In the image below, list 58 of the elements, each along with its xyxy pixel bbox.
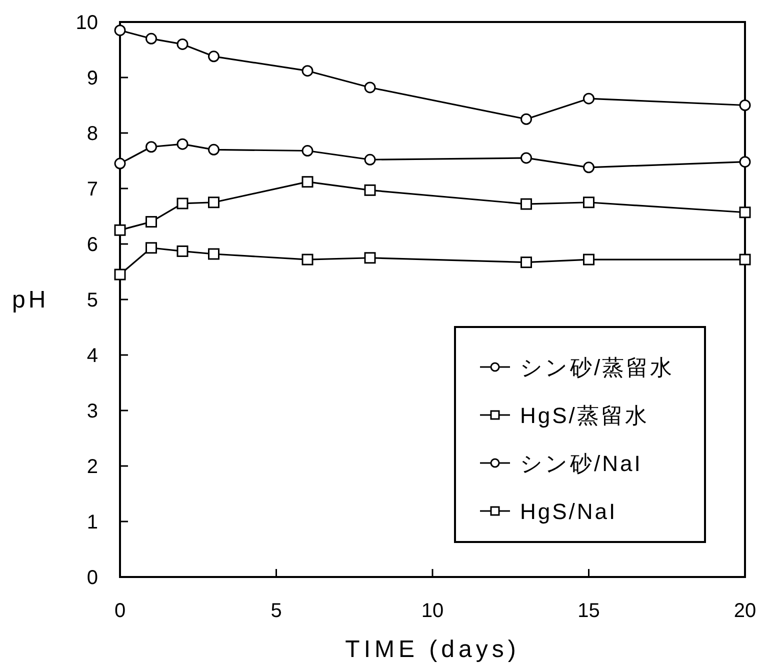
point [114, 24, 126, 36]
point [302, 65, 314, 77]
y-tick-label: 9 [86, 68, 98, 90]
point [520, 113, 532, 125]
x-axis-title: TIME (days) [345, 636, 520, 663]
y-tick-label: 0 [86, 567, 98, 589]
point [208, 50, 220, 62]
point [302, 145, 314, 157]
y-tick-label: 3 [86, 400, 98, 422]
point [583, 196, 594, 208]
x-tick-label: 5 [270, 600, 282, 622]
point [520, 256, 532, 268]
point [739, 254, 751, 266]
point [114, 158, 126, 170]
point [208, 248, 220, 260]
point [302, 254, 314, 266]
point [364, 252, 376, 264]
point [146, 242, 157, 254]
legend-label: HgS/蒸留水 [520, 403, 649, 428]
point [739, 100, 751, 111]
y-tick-label: 2 [86, 456, 98, 478]
y-tick-label: 7 [86, 178, 98, 200]
x-tick-label: 10 [421, 600, 444, 622]
point [364, 184, 376, 196]
point [302, 176, 314, 188]
legend-label: シン砂/蒸留水 [520, 355, 674, 380]
point [583, 92, 594, 104]
y-tick-label: 8 [86, 123, 98, 145]
point [176, 138, 188, 150]
y-tick-label: 4 [86, 345, 98, 367]
point [739, 206, 751, 218]
y-tick-label: 6 [86, 234, 98, 256]
x-tick-label: 0 [114, 600, 126, 622]
point [583, 254, 594, 266]
point [739, 156, 751, 168]
point [146, 141, 157, 153]
legend-label: HgS/NaI [520, 499, 618, 524]
point [114, 224, 126, 236]
point [208, 196, 220, 208]
x-tick-label: 15 [578, 600, 600, 622]
point [520, 152, 532, 164]
point [364, 154, 376, 166]
point [176, 245, 188, 257]
point [364, 82, 376, 94]
y-tick-label: 10 [76, 12, 98, 34]
point [583, 162, 594, 174]
y-tick-label: 1 [86, 512, 98, 534]
y-tick-label: 5 [86, 290, 98, 312]
y-axis-title: pH [12, 286, 49, 314]
point [176, 38, 188, 50]
legend-label: シン砂/NaI [520, 451, 642, 476]
x-tick-label: 20 [734, 600, 756, 622]
point [520, 198, 532, 210]
point [208, 144, 220, 156]
point [146, 32, 157, 44]
point [146, 216, 157, 228]
point [176, 198, 188, 210]
point [114, 268, 126, 280]
